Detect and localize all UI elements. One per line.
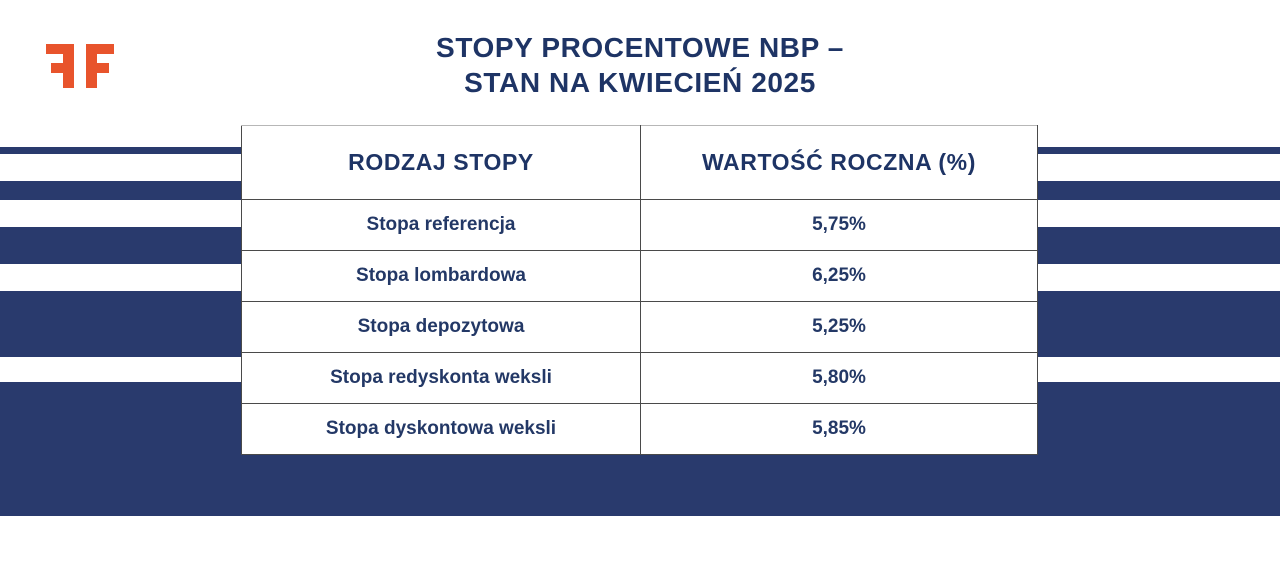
table-row: Stopa referencja 5,75%	[241, 199, 1038, 251]
rate-value: 5,80%	[640, 352, 1038, 404]
column-header-rate-type: RODZAJ STOPY	[241, 125, 641, 200]
rate-name: Stopa referencja	[241, 199, 641, 251]
rate-value: 6,25%	[640, 250, 1038, 302]
rate-name: Stopa depozytowa	[241, 301, 641, 353]
double-f-logo-icon	[46, 44, 114, 88]
page-title-line2: STAN NA KWIECIEŃ 2025	[464, 67, 816, 98]
rate-name: Stopa lombardowa	[241, 250, 641, 302]
page-title: STOPY PROCENTOWE NBP – STAN NA KWIECIEŃ …	[0, 30, 1280, 100]
table-row: Stopa redyskonta weksli 5,80%	[241, 352, 1038, 404]
rate-value: 5,75%	[640, 199, 1038, 251]
page-title-line1: STOPY PROCENTOWE NBP –	[436, 32, 844, 63]
table-row: Stopa lombardowa 6,25%	[241, 250, 1038, 302]
interest-rates-table: RODZAJ STOPY WARTOŚĆ ROCZNA (%) Stopa re…	[241, 125, 1038, 455]
rate-value: 5,85%	[640, 403, 1038, 455]
rate-value: 5,25%	[640, 301, 1038, 353]
table-row: Stopa dyskontowa weksli 5,85%	[241, 403, 1038, 455]
column-header-annual-rate: WARTOŚĆ ROCZNA (%)	[640, 125, 1038, 200]
rate-name: Stopa redyskonta weksli	[241, 352, 641, 404]
rate-name: Stopa dyskontowa weksli	[241, 403, 641, 455]
table-row: Stopa depozytowa 5,25%	[241, 301, 1038, 353]
table-header-row: RODZAJ STOPY WARTOŚĆ ROCZNA (%)	[241, 125, 1038, 200]
